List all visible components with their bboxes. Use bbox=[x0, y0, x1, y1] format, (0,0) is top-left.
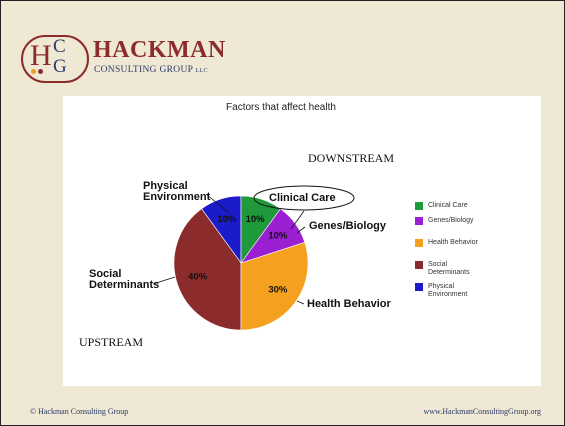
leader-line bbox=[290, 210, 305, 230]
logo-letter: G bbox=[53, 56, 67, 77]
data-label: 30% bbox=[268, 284, 288, 295]
data-label: 40% bbox=[188, 272, 208, 283]
highlight-ellipse bbox=[253, 185, 355, 211]
category-label: Physical Environment bbox=[143, 180, 211, 203]
logo-letter: H bbox=[30, 39, 52, 72]
legend-item: Health Behavior bbox=[415, 239, 480, 247]
data-label: 10% bbox=[246, 214, 266, 225]
pie-slice bbox=[240, 241, 309, 331]
logo-dots bbox=[31, 69, 36, 74]
logo-name: HACKMAN bbox=[93, 37, 226, 63]
legend-item: Clinical Care bbox=[415, 202, 480, 210]
leader-line bbox=[205, 193, 230, 214]
legend-swatch bbox=[415, 217, 423, 225]
category-label: Genes/Biology bbox=[309, 220, 387, 232]
footer-left: © Hackman Consulting Group bbox=[30, 407, 129, 416]
legend-item: Social Determinants bbox=[415, 261, 480, 276]
leader-line bbox=[296, 226, 306, 234]
legend-swatch bbox=[415, 283, 423, 291]
legend-label: Health Behavior bbox=[428, 239, 478, 246]
legend-label: Social Determinants bbox=[428, 261, 470, 276]
footer-right: www.HackmanConsultingGroup.org bbox=[423, 407, 541, 416]
leader-line bbox=[152, 276, 176, 285]
logo-letter: C bbox=[53, 36, 66, 57]
data-label: 10% bbox=[217, 214, 237, 225]
legend-item: Physical Environment bbox=[415, 283, 480, 298]
legend-label: Genes/Biology bbox=[428, 217, 474, 224]
legend-label: Clinical Care bbox=[428, 202, 468, 209]
category-label: Health Behavior bbox=[307, 298, 391, 310]
category-label: Social Determinants bbox=[89, 268, 160, 291]
leader-line bbox=[296, 300, 305, 305]
annotation: DOWNSTREAM bbox=[308, 151, 394, 165]
legend-item: Genes/Biology bbox=[415, 217, 480, 225]
data-label: 10% bbox=[268, 231, 288, 242]
pie-slice bbox=[173, 208, 242, 331]
logo-tagline: CONSULTING GROUP LLC bbox=[94, 65, 208, 75]
logo-suffix: LLC bbox=[195, 68, 208, 74]
legend-swatch bbox=[415, 202, 423, 210]
logo-mark bbox=[21, 35, 89, 83]
legend-swatch bbox=[415, 261, 423, 269]
annotation: UPSTREAM bbox=[79, 335, 144, 349]
legend-swatch bbox=[415, 239, 423, 247]
logo-tagline-text: CONSULTING GROUP bbox=[94, 65, 193, 75]
category-label: Clinical Care bbox=[269, 192, 336, 204]
chart-title: Factors that affect health bbox=[226, 102, 336, 113]
legend-label: Physical Environment bbox=[428, 283, 468, 298]
